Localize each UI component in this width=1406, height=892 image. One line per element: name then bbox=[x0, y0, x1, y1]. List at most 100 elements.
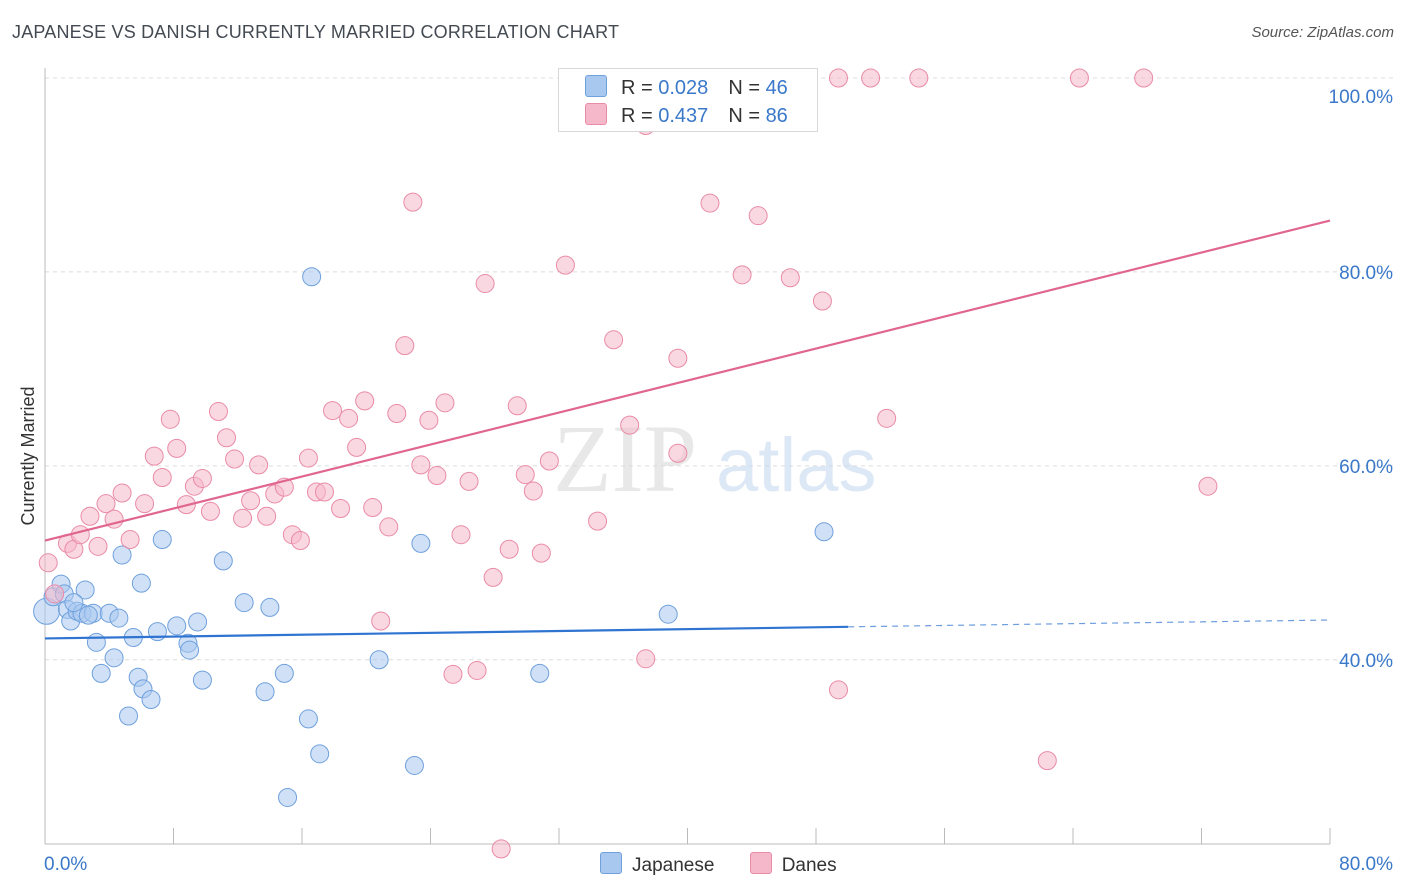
danes-point bbox=[419, 410, 439, 430]
chart-title: JAPANESE VS DANISH CURRENTLY MARRIED COR… bbox=[12, 22, 620, 42]
x-tick-label: 0.0% bbox=[44, 854, 87, 875]
japanese-point bbox=[234, 593, 254, 613]
japanese-point bbox=[404, 755, 424, 775]
japanese-point bbox=[104, 648, 124, 668]
y-tick-label: 100.0% bbox=[1329, 87, 1394, 108]
japanese-point bbox=[64, 593, 84, 613]
axes bbox=[44, 68, 1331, 845]
danes-point bbox=[828, 680, 848, 700]
danes-point bbox=[588, 511, 608, 531]
japanese-point bbox=[411, 533, 431, 553]
danes-point bbox=[217, 428, 237, 448]
japanese-point bbox=[119, 706, 139, 726]
japanese-point bbox=[131, 573, 151, 593]
danes-point bbox=[192, 468, 212, 488]
trend-lines bbox=[44, 219, 1331, 640]
danes-point bbox=[70, 525, 90, 545]
danes-point bbox=[167, 438, 187, 458]
danes-swatch bbox=[585, 103, 607, 125]
japanese-point bbox=[109, 608, 129, 628]
tick-labels: 40.0% 60.0% 80.0% 100.0% 0.0% 80.0% Currently … bbox=[18, 87, 1393, 875]
japanese-point bbox=[369, 650, 389, 670]
x-tick-label: 80.0% bbox=[1339, 854, 1393, 875]
japanese-point bbox=[260, 597, 280, 617]
danes-point bbox=[620, 415, 640, 435]
source-label: Source: ZipAtlas.com bbox=[1251, 24, 1394, 41]
stats-legend: R = 0.028 N = 46 R = 0.437 N = 86 bbox=[558, 68, 818, 132]
danes-point bbox=[38, 553, 58, 573]
japanese-point bbox=[814, 522, 834, 542]
danes-point bbox=[395, 336, 415, 356]
danes-point bbox=[748, 206, 768, 226]
danes-point bbox=[507, 396, 527, 416]
japanese-point bbox=[141, 690, 161, 710]
danes-point bbox=[314, 482, 334, 502]
japanese-point bbox=[112, 545, 132, 565]
danes-point bbox=[225, 449, 245, 469]
danes-point bbox=[475, 274, 495, 294]
danes-point bbox=[323, 401, 343, 421]
danes-point bbox=[135, 494, 155, 514]
danes-point bbox=[491, 839, 511, 859]
danes-point bbox=[812, 291, 832, 311]
japanese-point bbox=[86, 632, 106, 652]
danes-point bbox=[636, 649, 656, 669]
danes-point bbox=[152, 467, 172, 487]
danes-point bbox=[411, 455, 431, 475]
japanese-point bbox=[302, 267, 322, 287]
n-label: N = bbox=[728, 105, 766, 127]
watermark: ZIP atlas bbox=[553, 405, 877, 512]
japanese-point bbox=[180, 640, 200, 660]
danes-point bbox=[96, 494, 116, 514]
danes-point bbox=[531, 543, 551, 563]
legend-item-japanese[interactable]: Japanese bbox=[600, 852, 714, 877]
japanese-point bbox=[310, 744, 330, 764]
watermark-atlas: atlas bbox=[716, 423, 877, 508]
danes-point bbox=[1037, 751, 1057, 771]
danes-swatch bbox=[749, 852, 772, 874]
legend-label: Danes bbox=[781, 855, 837, 876]
danes-point bbox=[700, 193, 720, 213]
danes-point bbox=[144, 446, 164, 466]
danes-point bbox=[339, 408, 359, 428]
danes-point bbox=[160, 409, 180, 429]
danes-point bbox=[668, 443, 688, 463]
japanese-point bbox=[78, 605, 98, 625]
danes-point bbox=[45, 584, 65, 604]
danes-point bbox=[427, 466, 447, 486]
japanese-point bbox=[274, 663, 294, 683]
danes-point bbox=[861, 68, 881, 88]
japanese-point bbox=[255, 682, 275, 702]
danes-point bbox=[483, 567, 503, 587]
n-value: 46 bbox=[765, 77, 788, 99]
danes-point bbox=[604, 330, 624, 350]
y-axis-label: Currently Married bbox=[18, 386, 38, 525]
stats-row-japanese: R = 0.028 N = 46 bbox=[585, 75, 788, 100]
r-value: 0.437 bbox=[658, 105, 709, 127]
danes-point bbox=[780, 268, 800, 288]
danes-point bbox=[443, 664, 463, 684]
grid-lines bbox=[45, 77, 1395, 661]
danes-point bbox=[249, 455, 269, 475]
japanese-trend-line bbox=[44, 625, 849, 640]
danes-point bbox=[257, 506, 277, 526]
japanese-point bbox=[658, 604, 678, 624]
danes-point bbox=[88, 536, 108, 556]
danes-point bbox=[355, 391, 375, 411]
data-points bbox=[33, 68, 1218, 859]
danes-point bbox=[331, 499, 351, 519]
danes-point bbox=[539, 451, 559, 471]
japanese-point bbox=[167, 616, 187, 636]
legend-item-danes[interactable]: Danes bbox=[749, 852, 837, 877]
danes-point bbox=[200, 501, 220, 521]
danes-point bbox=[208, 402, 228, 422]
danes-point bbox=[371, 611, 391, 631]
danes-point bbox=[80, 506, 100, 526]
danes-point bbox=[668, 348, 688, 368]
japanese-point bbox=[298, 709, 318, 729]
danes-point bbox=[467, 660, 487, 680]
danes-point bbox=[1069, 68, 1089, 88]
japanese-swatch bbox=[585, 75, 607, 97]
danes-point bbox=[379, 517, 399, 537]
